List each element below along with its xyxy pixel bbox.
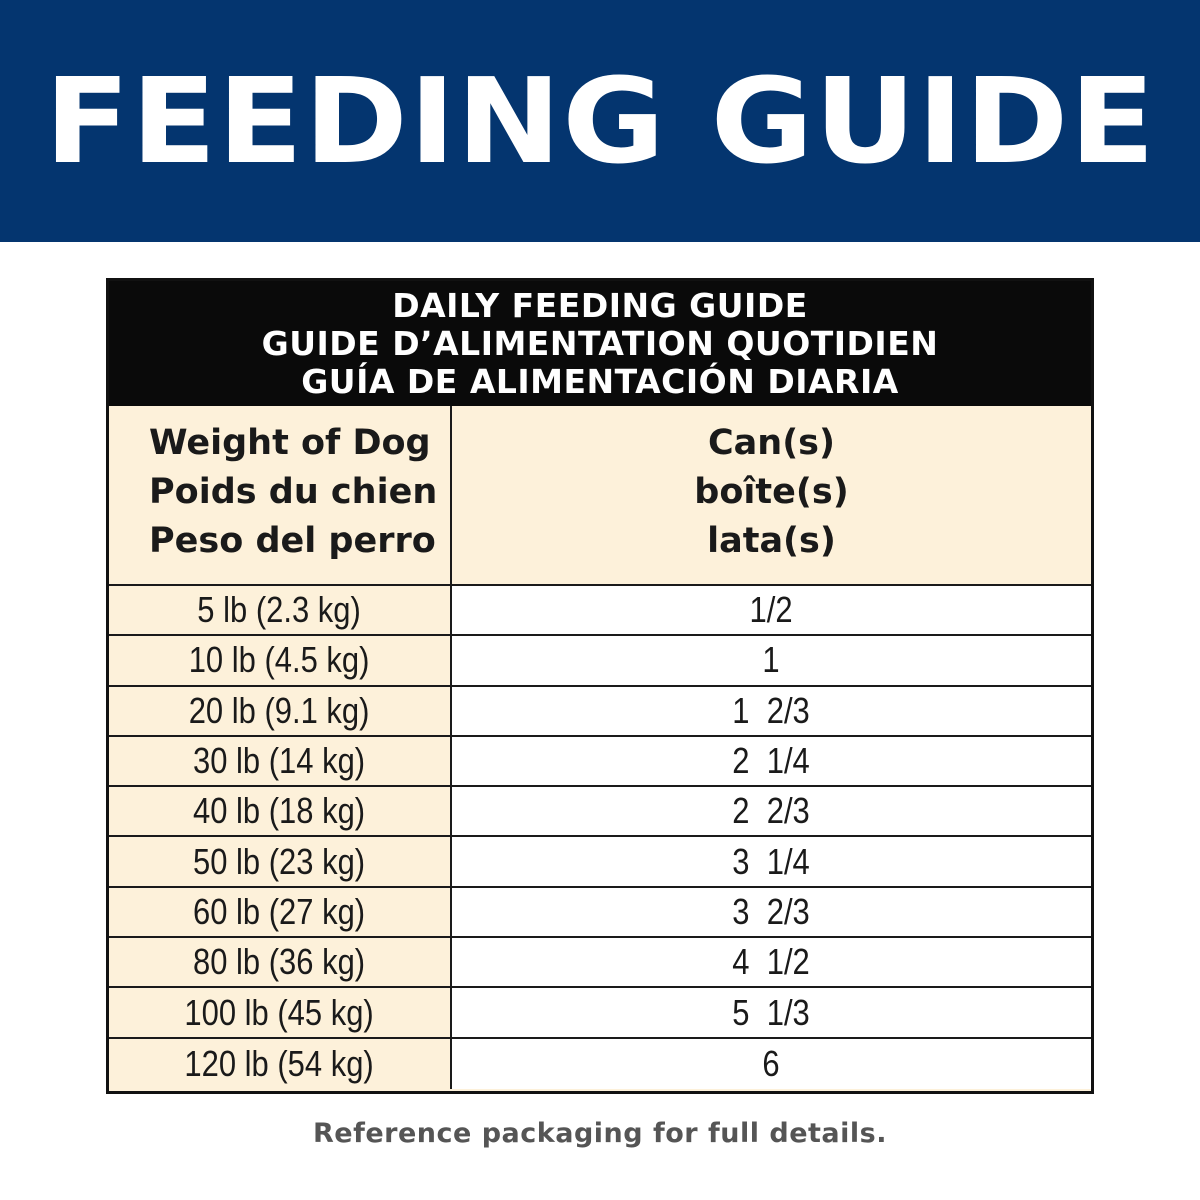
weight-cell: 60 lb (27 kg) — [109, 887, 452, 937]
cans-value: 1/2 — [749, 589, 794, 631]
table-title: DAILY FEEDING GUIDE GUIDE D’ALIMENTATION… — [109, 281, 1091, 406]
weight-column-header: Weight of Dog Poids du chien Peso del pe… — [109, 406, 452, 584]
cans-cell: 3 2/3 — [452, 887, 1091, 937]
cans-value: 1 — [762, 639, 781, 681]
weight-cell: 40 lb (18 kg) — [109, 787, 452, 836]
weight-value: 80 lb (36 kg) — [193, 941, 366, 983]
cans-header-french: boîte(s) — [694, 471, 849, 512]
page-title: FEEDING GUIDE — [44, 52, 1156, 190]
table-row: 80 lb (36 kg) 4 1/2 — [109, 938, 1091, 989]
weight-cell: 5 lb (2.3 kg) — [109, 586, 452, 635]
cans-cell: 4 1/2 — [452, 938, 1091, 987]
cans-value: 6 — [762, 1042, 781, 1084]
weight-header-french: Poids du chien — [149, 471, 438, 512]
weight-header-english: Weight of Dog — [149, 422, 431, 463]
table-row: 60 lb (27 kg) 3 2/3 — [109, 887, 1091, 939]
cans-cell: 3 1/4 — [452, 837, 1091, 886]
cans-value: 3 2/3 — [732, 890, 811, 932]
table-row: 5 lb (2.3 kg) 1/2 — [109, 586, 1091, 637]
table-row: 20 lb (9.1 kg) 1 2/3 — [109, 686, 1091, 737]
cans-cell: 1 — [452, 636, 1091, 685]
table-row: 30 lb (14 kg) 2 1/4 — [109, 736, 1091, 788]
cans-cell: 5 1/3 — [452, 988, 1091, 1037]
feeding-guide-banner: FEEDING GUIDE — [0, 0, 1200, 242]
cans-value: 4 1/2 — [732, 941, 811, 983]
weight-value: 40 lb (18 kg) — [193, 790, 366, 832]
table-row: 10 lb (4.5 kg) 1 — [109, 636, 1091, 687]
cans-value: 1 2/3 — [732, 689, 811, 731]
weight-value: 30 lb (14 kg) — [193, 740, 366, 782]
weight-cell: 120 lb (54 kg) — [109, 1038, 452, 1089]
weight-value: 100 lb (45 kg) — [184, 991, 375, 1033]
cans-cell: 1 2/3 — [452, 686, 1091, 735]
weight-value: 120 lb (54 kg) — [184, 1042, 375, 1084]
feeding-table: DAILY FEEDING GUIDE GUIDE D’ALIMENTATION… — [106, 278, 1094, 1094]
table-row: 120 lb (54 kg) 6 — [109, 1038, 1091, 1089]
weight-cell: 100 lb (45 kg) — [109, 988, 452, 1037]
weight-cell: 10 lb (4.5 kg) — [109, 636, 452, 685]
cans-cell: 2 2/3 — [452, 787, 1091, 836]
table-title-english: DAILY FEEDING GUIDE — [392, 285, 808, 325]
table-title-french: GUIDE D’ALIMENTATION QUOTIDIEN — [261, 323, 939, 363]
cans-cell: 1/2 — [452, 586, 1091, 635]
table-body: 5 lb (2.3 kg) 1/2 10 lb (4.5 kg) 1 20 lb… — [109, 586, 1091, 1089]
weight-value: 5 lb (2.3 kg) — [197, 589, 362, 631]
weight-cell: 80 lb (36 kg) — [109, 938, 452, 987]
table-row: 40 lb (18 kg) 2 2/3 — [109, 787, 1091, 838]
weight-cell: 20 lb (9.1 kg) — [109, 686, 452, 735]
footnote: Reference packaging for full details. — [313, 1118, 887, 1149]
cans-header-english: Can(s) — [707, 422, 836, 463]
weight-value: 10 lb (4.5 kg) — [189, 639, 370, 681]
table-title-spanish: GUÍA DE ALIMENTACIÓN DIARIA — [301, 361, 899, 401]
weight-value: 20 lb (9.1 kg) — [189, 689, 370, 731]
weight-cell: 50 lb (23 kg) — [109, 837, 452, 886]
table-row: 100 lb (45 kg) 5 1/3 — [109, 988, 1091, 1039]
cans-cell: 6 — [452, 1038, 1091, 1089]
column-headers: Weight of Dog Poids du chien Peso del pe… — [109, 406, 1091, 586]
cans-value: 2 2/3 — [732, 790, 811, 832]
weight-value: 50 lb (23 kg) — [193, 840, 366, 882]
cans-value: 5 1/3 — [732, 991, 811, 1033]
cans-column-header: Can(s) boîte(s) lata(s) — [452, 406, 1091, 584]
weight-cell: 30 lb (14 kg) — [109, 736, 452, 786]
cans-value: 3 1/4 — [732, 840, 811, 882]
cans-value: 2 1/4 — [732, 740, 811, 782]
weight-value: 60 lb (27 kg) — [193, 890, 366, 932]
cans-header-spanish: lata(s) — [707, 520, 836, 561]
weight-header-spanish: Peso del perro — [149, 520, 436, 561]
table-row: 50 lb (23 kg) 3 1/4 — [109, 837, 1091, 888]
cans-cell: 2 1/4 — [452, 736, 1091, 786]
